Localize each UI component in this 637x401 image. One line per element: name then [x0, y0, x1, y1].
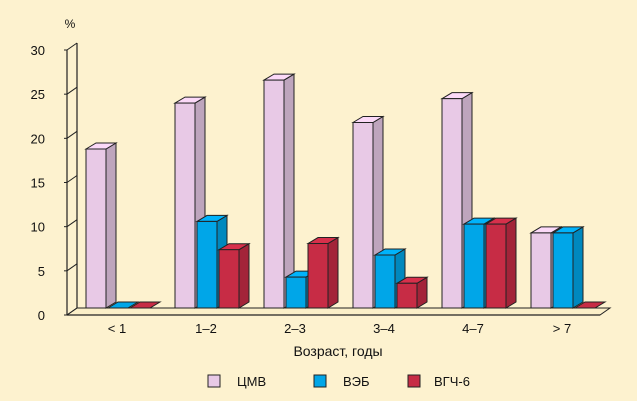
- legend-swatch-vgch6: [407, 374, 421, 388]
- bar-вгч-6-2-3: [306, 236, 340, 309]
- bar-front-вэб-2-3: [285, 276, 307, 309]
- bar-front-цмв-4-7: [441, 98, 463, 309]
- x-tick-label-1: < 1: [108, 321, 126, 336]
- bar-side-цмв-1: [105, 142, 117, 309]
- y-tick-guide-25: [66, 86, 78, 95]
- legend-swatch-cmv: [207, 374, 221, 388]
- y-tick-guide-20: [66, 130, 78, 139]
- bar-front-вэб-1-2: [196, 220, 218, 309]
- x-axis-title: Возраст, годы: [293, 343, 382, 359]
- legend-label-cmv: ЦМВ: [237, 374, 266, 389]
- y-tick-guide-30: [66, 42, 78, 51]
- y-axis-unit: %: [65, 17, 76, 31]
- y-tick-guide-0: [66, 307, 78, 316]
- bar-front-вгч-6-4-7: [485, 223, 507, 309]
- x-tick-label-2-3: 2–3: [284, 321, 306, 336]
- chart-floor: [65, 307, 612, 316]
- legend-label-vgch6: ВГЧ-6: [434, 374, 470, 389]
- bar-zero-вгч-6-1: [128, 301, 162, 309]
- x-tick-label-1-2: 1–2: [195, 321, 217, 336]
- bar-вэб-7: [551, 226, 585, 309]
- legend-label-veb: ВЭБ: [343, 374, 370, 389]
- bar-front-вэб-4-7: [463, 223, 485, 309]
- bar-front-вгч-6-2-3: [307, 243, 329, 309]
- x-axis-ticks: < 1 1–2 2–3 3–4 4–7 > 7: [108, 321, 571, 336]
- bar-цмв-1: [84, 142, 118, 309]
- bar-front-вэб-7: [552, 232, 574, 309]
- bar-цмв-2-3: [262, 73, 296, 309]
- bar-front-цмв-1-2: [174, 102, 196, 309]
- legend: ЦМВ ВЭБ ВГЧ-6: [207, 374, 470, 389]
- bar-zero-вэб-1: [106, 301, 140, 309]
- bar-side-вгч-6-2-3: [327, 236, 339, 309]
- y-tick-label-15: 15: [31, 176, 45, 191]
- bar-вгч-6-3-4: [395, 276, 429, 309]
- bar-вгч-6-1-2: [217, 242, 251, 309]
- bar-side-вэб-7: [572, 226, 584, 309]
- y-tick-label-30: 30: [31, 43, 45, 58]
- bar-front-цмв-1: [85, 148, 107, 309]
- bar-вэб-1: [106, 301, 140, 309]
- y-tick-label-5: 5: [38, 264, 45, 279]
- bar-zero-вгч-6-7: [573, 301, 607, 309]
- x-tick-label-4-7: 4–7: [462, 321, 484, 336]
- bar-front-цмв-2-3: [263, 79, 285, 309]
- x-tick-label-7: > 7: [553, 321, 571, 336]
- y-tick-guide-15: [66, 175, 78, 183]
- bar-front-цмв-7: [530, 232, 552, 309]
- bar-вгч-6-7: [573, 301, 607, 309]
- bar-front-вгч-6-3-4: [396, 282, 418, 309]
- x-tick-label-3-4: 3–4: [373, 321, 395, 336]
- y-tick-label-25: 25: [31, 87, 45, 102]
- bar-front-цмв-3-4: [352, 122, 374, 309]
- y-tick-guide-5: [66, 263, 78, 272]
- bar-side-вгч-6-4-7: [505, 217, 517, 309]
- y-tick-guide-10: [66, 219, 78, 228]
- y-tick-label-10: 10: [31, 220, 45, 235]
- bar-side-вгч-6-1-2: [238, 242, 250, 309]
- y-tick-label-20: 20: [31, 131, 45, 146]
- bar-вгч-6-4-7: [484, 217, 518, 309]
- y-axis-ticks: 0 5 10 15 20 25 30: [31, 42, 78, 323]
- bar-вгч-6-1: [128, 301, 162, 309]
- bars-layer: [84, 73, 607, 309]
- y-tick-label-0: 0: [38, 308, 45, 323]
- bar-front-вгч-6-1-2: [218, 249, 240, 309]
- legend-swatch-veb: [313, 374, 327, 388]
- bar-front-вэб-3-4: [374, 254, 396, 309]
